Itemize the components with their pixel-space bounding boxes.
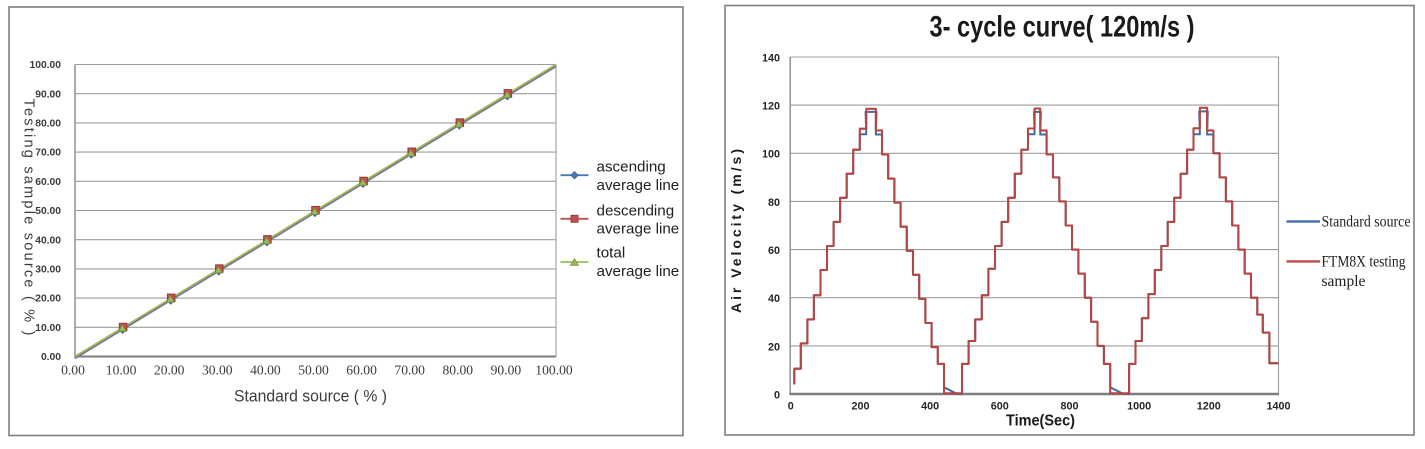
svg-text:0.00: 0.00 <box>41 352 61 363</box>
svg-text:50.00: 50.00 <box>298 363 329 378</box>
svg-text:0: 0 <box>788 401 794 413</box>
svg-text:Time(Sec): Time(Sec) <box>1006 413 1075 430</box>
svg-text:40.00: 40.00 <box>250 363 281 378</box>
svg-text:20: 20 <box>768 341 780 353</box>
svg-text:sample: sample <box>1322 273 1366 290</box>
svg-text:600: 600 <box>991 401 1009 413</box>
svg-text:60.00: 60.00 <box>346 363 377 378</box>
svg-text:400: 400 <box>921 401 939 413</box>
svg-text:Standard source ( % ): Standard source ( % ) <box>234 387 387 406</box>
svg-text:0: 0 <box>774 389 780 401</box>
svg-text:0.00: 0.00 <box>61 363 85 378</box>
svg-text:90.00: 90.00 <box>35 89 61 100</box>
svg-text:80: 80 <box>768 197 780 209</box>
svg-text:90.00: 90.00 <box>491 363 522 378</box>
svg-text:70.00: 70.00 <box>35 148 61 159</box>
svg-text:100.00: 100.00 <box>535 363 573 378</box>
svg-text:40: 40 <box>768 293 780 305</box>
svg-text:total: total <box>597 245 626 262</box>
svg-text:3- cycle curve( 120m/s ): 3- cycle curve( 120m/s ) <box>930 11 1195 44</box>
svg-text:70.00: 70.00 <box>394 363 425 378</box>
svg-text:Air Velocity (m/s): Air Velocity (m/s) <box>728 149 744 313</box>
svg-text:800: 800 <box>1060 401 1078 413</box>
svg-text:120: 120 <box>762 101 780 113</box>
svg-text:80.00: 80.00 <box>35 119 61 130</box>
svg-text:30.00: 30.00 <box>35 265 61 276</box>
svg-text:1000: 1000 <box>1127 401 1151 413</box>
svg-text:average line: average line <box>597 177 680 194</box>
svg-text:1200: 1200 <box>1197 401 1221 413</box>
svg-text:FTM8X testing: FTM8X testing <box>1322 253 1406 270</box>
svg-text:Testing sample source ( % ): Testing sample source ( % ) <box>21 99 37 336</box>
svg-text:100: 100 <box>762 149 780 161</box>
svg-text:10.00: 10.00 <box>35 323 61 334</box>
svg-text:ascending: ascending <box>597 159 666 176</box>
svg-text:average line: average line <box>597 263 680 280</box>
svg-text:200: 200 <box>851 401 869 413</box>
svg-text:60.00: 60.00 <box>35 177 61 188</box>
svg-text:140: 140 <box>762 52 780 64</box>
svg-text:average line: average line <box>597 221 680 238</box>
svg-text:1400: 1400 <box>1266 401 1290 413</box>
svg-text:100.00: 100.00 <box>30 60 62 71</box>
svg-text:descending: descending <box>597 202 675 219</box>
svg-text:Standard source: Standard source <box>1322 214 1411 231</box>
svg-text:30.00: 30.00 <box>202 363 233 378</box>
svg-text:10.00: 10.00 <box>106 363 137 378</box>
svg-text:40.00: 40.00 <box>35 235 61 246</box>
svg-text:50.00: 50.00 <box>35 206 61 217</box>
svg-text:60: 60 <box>768 245 780 257</box>
svg-text:20.00: 20.00 <box>35 294 61 305</box>
svg-text:20.00: 20.00 <box>154 363 185 378</box>
svg-text:80.00: 80.00 <box>443 363 474 378</box>
